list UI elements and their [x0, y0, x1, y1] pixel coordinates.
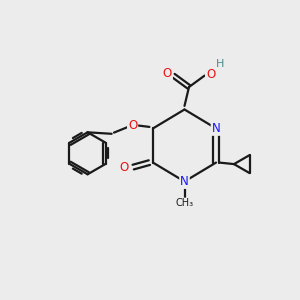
- Text: O: O: [120, 160, 129, 174]
- Text: O: O: [128, 119, 137, 132]
- Text: O: O: [163, 67, 172, 80]
- Text: CH₃: CH₃: [176, 198, 194, 208]
- Text: N: N: [212, 122, 220, 135]
- Text: O: O: [206, 68, 215, 81]
- Text: H: H: [215, 59, 224, 69]
- Text: N: N: [180, 175, 189, 188]
